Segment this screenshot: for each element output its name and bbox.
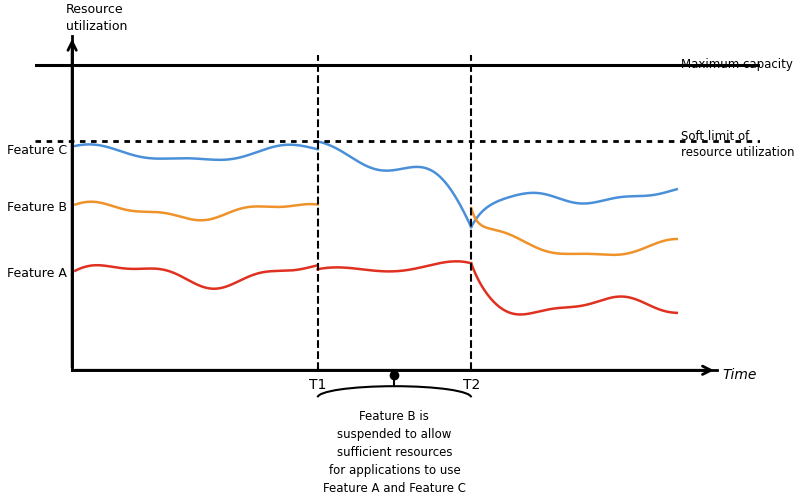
Text: Soft limit of
resource utilization: Soft limit of resource utilization <box>681 130 794 159</box>
Text: T1: T1 <box>309 378 326 392</box>
Text: T2: T2 <box>462 378 480 392</box>
Text: Feature A: Feature A <box>7 267 67 280</box>
Text: Feature C: Feature C <box>7 144 67 157</box>
Text: Feature B is
suspended to allow
sufficient resources
for applications to use
Fea: Feature B is suspended to allow sufficie… <box>323 410 466 495</box>
Text: Feature B: Feature B <box>7 202 67 215</box>
Text: Maximum capacity: Maximum capacity <box>681 58 793 71</box>
Text: Resource
utilization: Resource utilization <box>66 3 128 33</box>
Text: Time: Time <box>723 368 757 382</box>
